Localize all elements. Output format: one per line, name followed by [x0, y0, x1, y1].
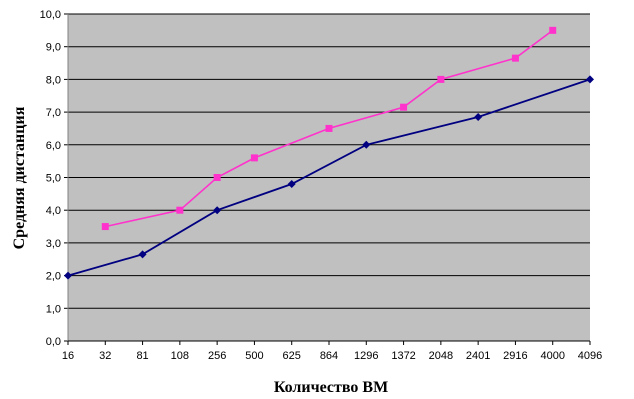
x-tick-label: 4096	[578, 350, 602, 362]
y-tick-label: 7,0	[46, 107, 61, 119]
x-tick-label: 1296	[354, 350, 378, 362]
x-tick-label: 256	[208, 350, 226, 362]
series-2-point	[138, 250, 147, 259]
series-layer	[64, 26, 594, 280]
series-1-point	[213, 174, 221, 181]
series-2-point	[64, 271, 72, 280]
x-tick-label: 500	[245, 350, 263, 362]
x-tick-label: 81	[136, 350, 148, 362]
y-tick-label: 4,0	[46, 205, 61, 217]
x-axis-title: Количество ВМ	[274, 379, 388, 396]
x-tick-label: 864	[320, 350, 338, 362]
series-2-point	[362, 140, 371, 149]
x-tick-label: 625	[283, 350, 301, 362]
x-tick-label: 32	[99, 350, 111, 362]
series-1-point	[400, 103, 408, 111]
y-tick-label: 8,0	[46, 74, 61, 86]
y-tick-label: 9,0	[46, 42, 61, 54]
series-1-point	[437, 75, 445, 83]
y-tick-label: 1,0	[46, 303, 61, 315]
x-tick-label: 2916	[503, 350, 527, 362]
y-axis-title: Средняя дистанция	[11, 106, 28, 249]
series-2-point	[474, 113, 483, 122]
series-2-point	[213, 206, 222, 215]
gridlines	[64, 13, 590, 342]
series-1-point	[176, 206, 184, 214]
y-tick-label: 3,0	[46, 238, 61, 250]
x-tick-label: 4000	[540, 350, 564, 362]
y-tick-label: 0,0	[46, 336, 61, 348]
x-tick-label: 16	[62, 350, 74, 362]
y-tick-label: 5,0	[46, 173, 61, 185]
y-tick-label: 10,0	[40, 9, 61, 21]
series-1-point	[511, 54, 519, 62]
series-1-point	[250, 154, 258, 162]
x-tick-label: 1372	[391, 350, 415, 362]
series-2-point	[287, 180, 296, 189]
y-tick-label: 2,0	[46, 271, 61, 283]
series-1-point	[549, 26, 557, 34]
series-1-point	[101, 223, 109, 231]
x-tick-labels: 16 32 81 108 256 500 625 864 1296 1372 2048 2401 291…	[62, 341, 602, 362]
x-tick-label: 2401	[466, 350, 490, 362]
y-tick-labels: 0,0 1,0 2,0 3,0 4,0 5,0 6,0 7,0 8,0 9,0 10,0	[40, 9, 61, 348]
series-1-point	[325, 124, 333, 132]
x-tick-label: 108	[171, 350, 189, 362]
series-2-point	[586, 75, 594, 84]
x-tick-label: 2048	[429, 350, 453, 362]
y-tick-label: 6,0	[46, 140, 61, 152]
